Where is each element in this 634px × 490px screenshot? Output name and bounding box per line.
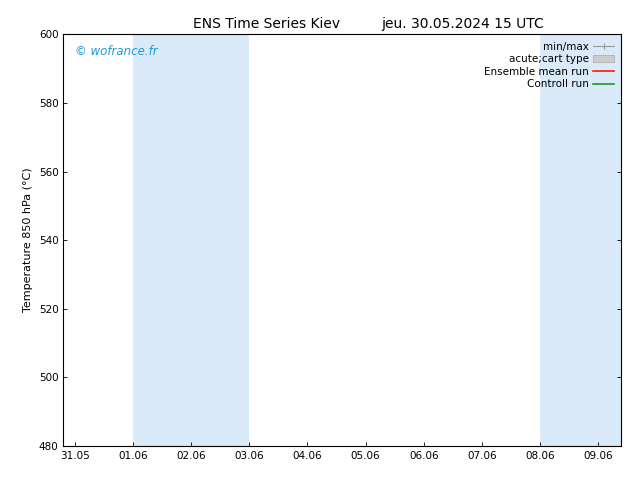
Text: ENS Time Series Kiev: ENS Time Series Kiev <box>193 17 340 31</box>
Bar <box>540 34 621 446</box>
Text: jeu. 30.05.2024 15 UTC: jeu. 30.05.2024 15 UTC <box>382 17 544 31</box>
Text: © wofrance.fr: © wofrance.fr <box>75 45 157 58</box>
Legend: min/max, acute;cart type, Ensemble mean run, Controll run: min/max, acute;cart type, Ensemble mean … <box>482 40 616 92</box>
Bar <box>133 34 249 446</box>
Y-axis label: Temperature 850 hPa (°C): Temperature 850 hPa (°C) <box>23 168 33 313</box>
